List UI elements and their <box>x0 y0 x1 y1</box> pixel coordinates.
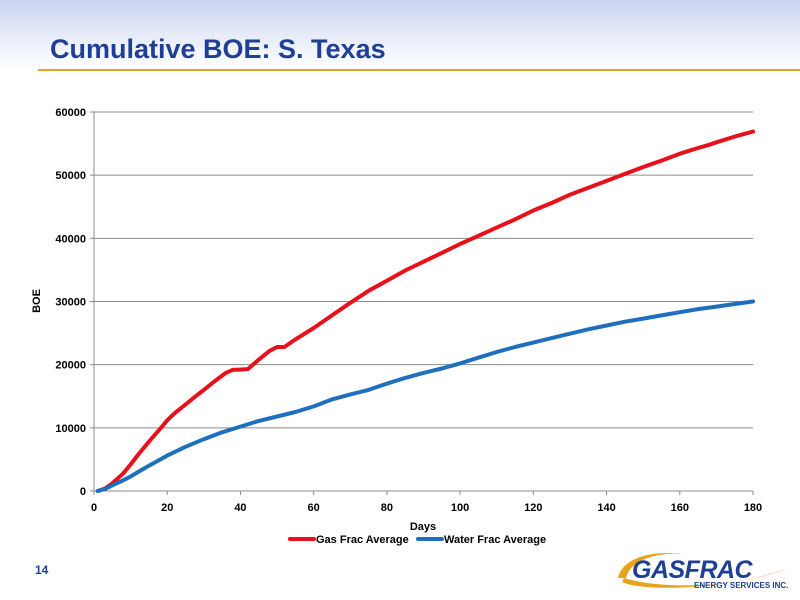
x-tick-label: 80 <box>381 502 393 514</box>
x-tick-label: 160 <box>671 502 689 514</box>
logo-wordmark: GASFRAC <box>632 556 753 584</box>
x-tick-label: 60 <box>308 502 320 514</box>
y-tick-label: 20000 <box>55 360 86 372</box>
x-axis-label: Days <box>410 521 436 533</box>
logo-swoosh-icon <box>618 553 788 588</box>
x-tick-label: 140 <box>597 502 615 514</box>
y-tick-label: 0 <box>80 486 86 498</box>
gasfrac-logo: GASFRAC ENERGY SERVICES INC. <box>612 548 792 596</box>
y-tick-label: 40000 <box>55 233 86 245</box>
x-tick-label: 100 <box>451 502 469 514</box>
y-tick-label: 10000 <box>55 423 86 435</box>
legend-label-gas-frac-average: Gas Frac Average <box>316 534 409 546</box>
y-tick-label: 30000 <box>55 297 86 309</box>
x-tick-label: 180 <box>744 502 762 514</box>
page-number: 14 <box>35 563 49 577</box>
series-line-water-frac-average <box>95 299 755 493</box>
x-tick-label: 20 <box>161 502 173 514</box>
legend-label-water-frac-average: Water Frac Average <box>444 534 546 546</box>
slide-title: Cumulative BOE: S. Texas <box>50 34 386 64</box>
y-tick-label: 50000 <box>55 170 86 182</box>
logo-subtext: ENERGY SERVICES INC. <box>694 581 789 590</box>
y-axis-label: BOE <box>31 289 43 313</box>
header-band <box>0 0 800 70</box>
x-tick-label: 40 <box>234 502 246 514</box>
series-line-gas-frac-average <box>95 129 755 493</box>
title-underline <box>38 69 800 71</box>
x-tick-label: 0 <box>91 502 97 514</box>
legend: Gas Frac Average Water Frac Average <box>288 534 546 546</box>
y-tick-label: 60000 <box>55 107 86 119</box>
x-tick-label: 120 <box>524 502 542 514</box>
